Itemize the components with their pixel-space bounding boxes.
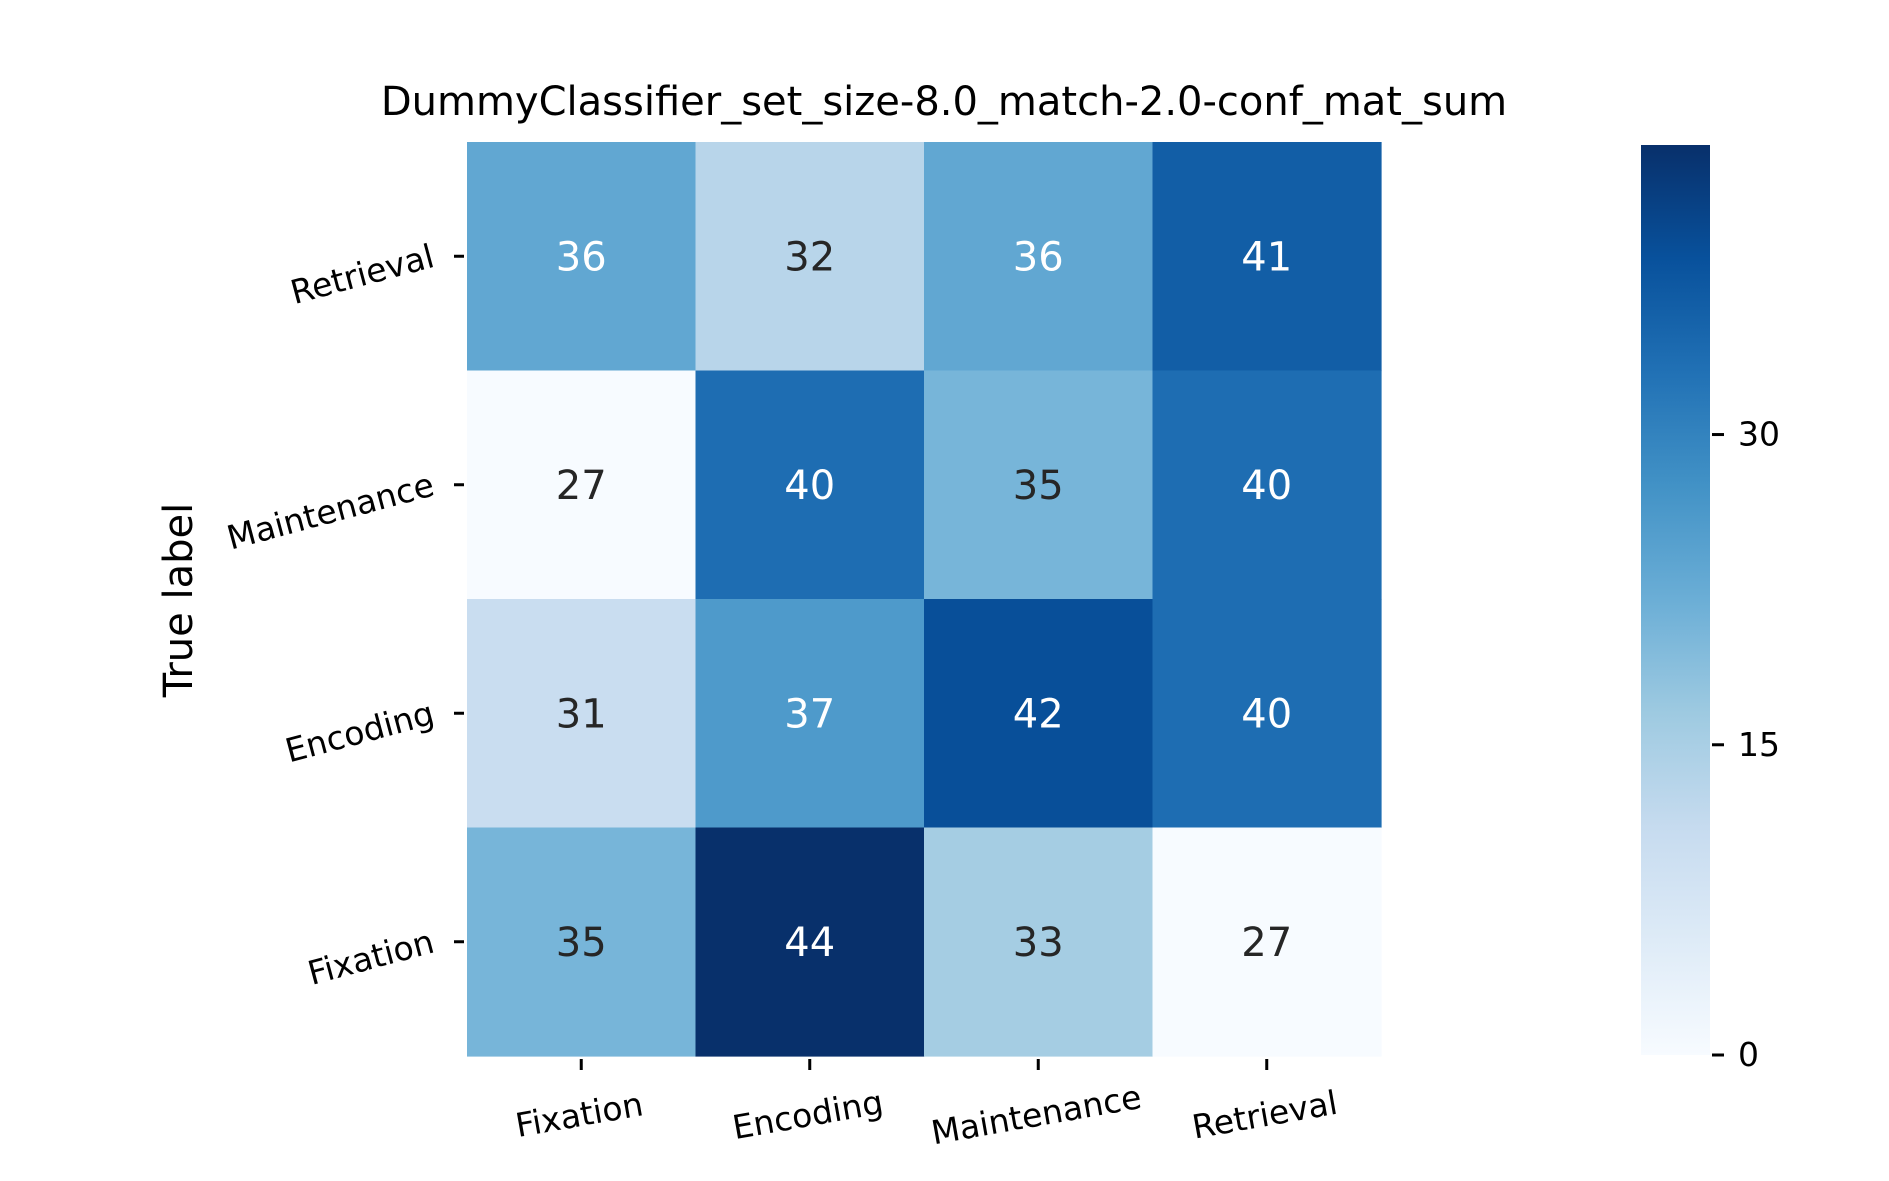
cell-value-label: 40: [1241, 691, 1292, 737]
y-axis-label: True label: [156, 503, 202, 698]
cell-value-label: 27: [1241, 920, 1292, 966]
heatmap-cell: [1152, 599, 1382, 829]
y-tick-label: Retrieval: [286, 236, 438, 312]
heatmap-cell: [695, 370, 925, 600]
heatmap-cell: [467, 827, 697, 1057]
cell-value-label: 37: [784, 691, 835, 737]
colorbar-tick-label: 0: [1738, 1035, 1759, 1074]
heatmap-cell: [1152, 827, 1382, 1057]
heatmap-cell: [695, 599, 925, 829]
cell-value-label: 33: [1013, 920, 1064, 966]
heatmap-cell: [924, 142, 1154, 372]
cell-value-label: 44: [784, 920, 835, 966]
cell-value-label: 35: [556, 920, 607, 966]
heatmap-cell: [924, 827, 1154, 1057]
y-axis-ticks: Retrieval Maintenance Encoding Fixation: [223, 236, 464, 993]
cell-value-label: 42: [1013, 691, 1064, 737]
colorbar-tick-label: 15: [1738, 725, 1780, 764]
x-tick-label: Fixation: [512, 1084, 646, 1145]
x-tick-label: Maintenance: [928, 1077, 1144, 1152]
heatmap-cells: [467, 142, 1382, 1057]
cell-value-label: 27: [556, 463, 607, 509]
colorbar: [1641, 145, 1710, 1055]
y-tick-label: Encoding: [281, 693, 438, 770]
colorbar-tick-label: 30: [1738, 415, 1780, 454]
heatmap-cell: [695, 142, 925, 372]
x-axis-ticks: Fixation Encoding Maintenance Retrieval: [512, 1059, 1340, 1152]
heatmap-cell: [467, 142, 697, 372]
cell-value-label: 31: [556, 691, 607, 737]
cell-value-label: 35: [1013, 463, 1064, 509]
heatmap-cell: [924, 370, 1154, 600]
heatmap-cell-labels: 36 32 36 41 27 40 35 40 31 37 42 40 35 44 33 27: [556, 234, 1292, 966]
colorbar-ticks: 0 15 30: [1712, 415, 1780, 1074]
cell-value-label: 32: [784, 234, 835, 280]
x-tick-label: Encoding: [729, 1082, 886, 1147]
heatmap-cell: [1152, 142, 1382, 372]
heatmap-cell: [467, 370, 697, 600]
heatmap-cell: [924, 599, 1154, 829]
y-tick-label: Maintenance: [223, 465, 438, 558]
cell-value-label: 40: [784, 463, 835, 509]
chart-title: DummyClassifier_set_size-8.0_match-2.0-c…: [381, 79, 1507, 125]
y-tick-label: Fixation: [304, 922, 438, 993]
cell-value-label: 36: [1013, 234, 1064, 280]
heatmap-cell: [467, 599, 697, 829]
cell-value-label: 36: [556, 234, 607, 280]
heatmap-cell: [695, 827, 925, 1057]
heatmap-cell: [1152, 370, 1382, 600]
x-tick-label: Retrieval: [1189, 1083, 1340, 1147]
cell-value-label: 40: [1241, 463, 1292, 509]
cell-value-label: 41: [1241, 234, 1292, 280]
